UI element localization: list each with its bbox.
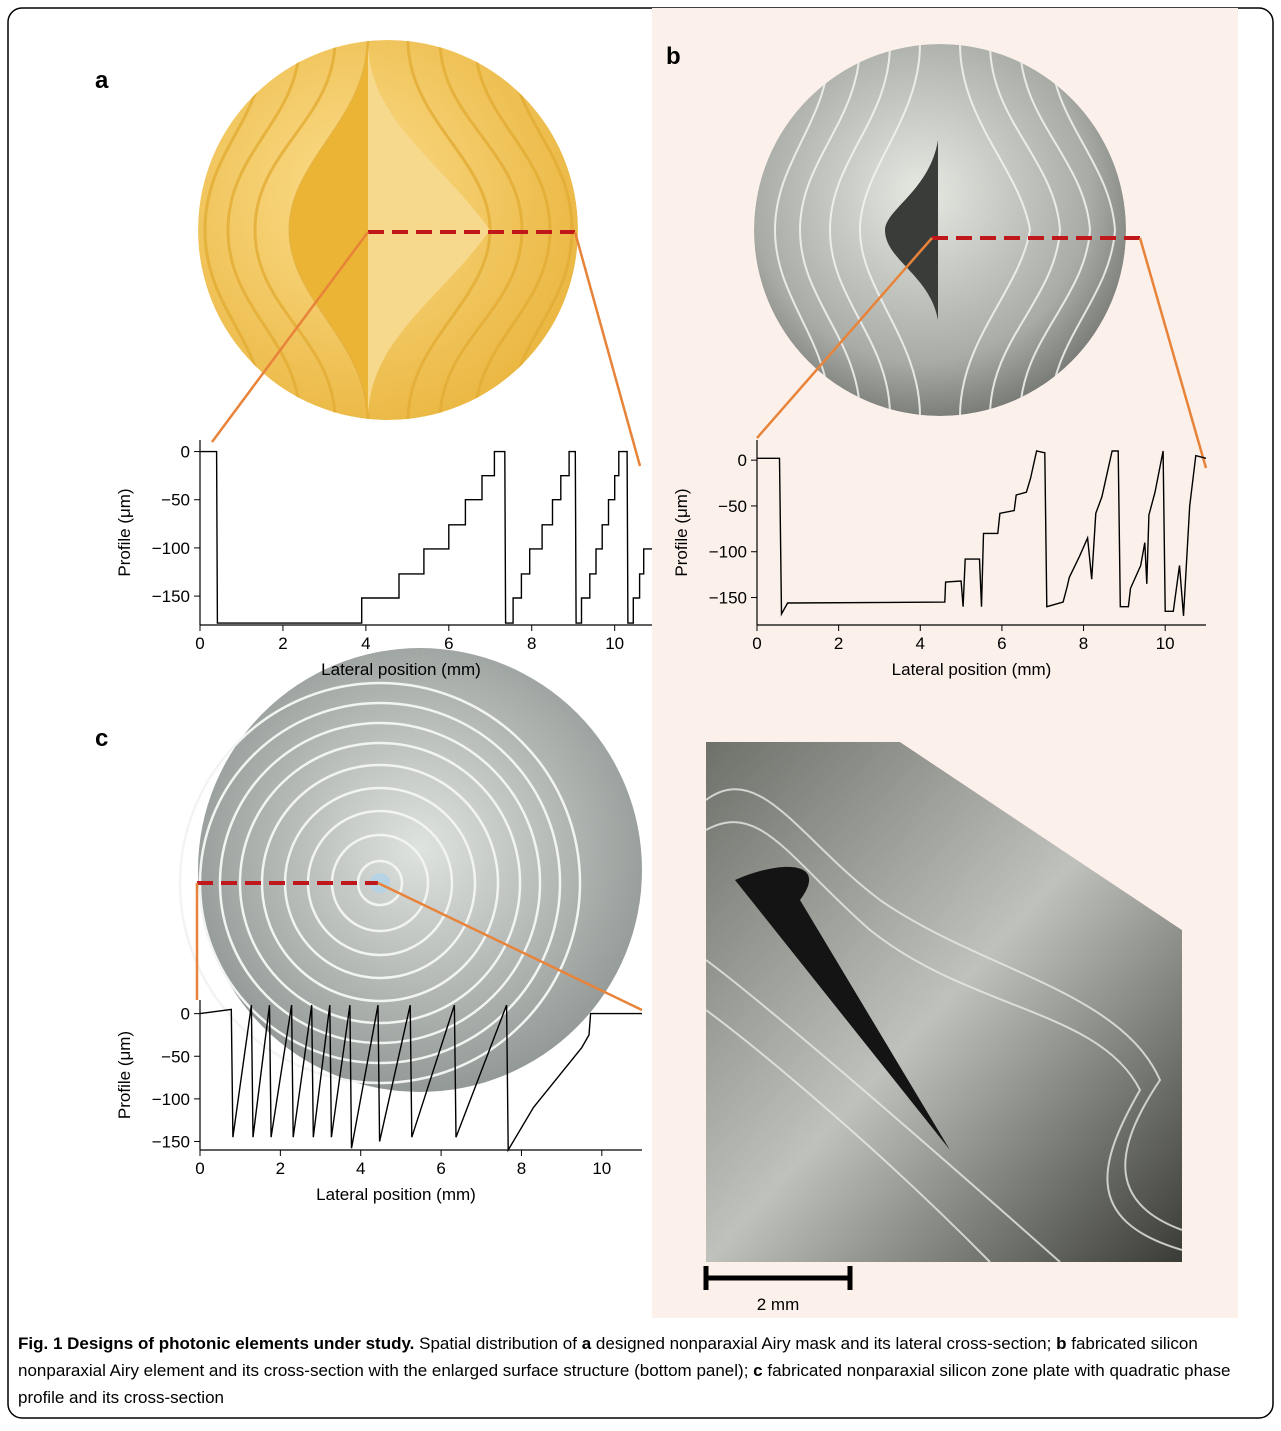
x-tick-label: 2 bbox=[834, 634, 843, 653]
x-axis-label: Lateral position (mm) bbox=[316, 1185, 476, 1204]
panel-label: a bbox=[95, 67, 109, 94]
x-tick-label: 2 bbox=[278, 634, 287, 653]
panel-label: b bbox=[666, 43, 681, 70]
x-tick-label: 6 bbox=[997, 634, 1006, 653]
x-tick-label: 8 bbox=[1079, 634, 1088, 653]
caption-letter: c bbox=[753, 1361, 762, 1380]
y-axis-label: Profile (μm) bbox=[115, 1031, 134, 1119]
y-tick-label: 0 bbox=[181, 1005, 190, 1024]
x-tick-label: 4 bbox=[356, 1159, 365, 1178]
y-axis-label: Profile (μm) bbox=[672, 488, 691, 576]
x-tick-label: 10 bbox=[1156, 634, 1175, 653]
figure-graphics: a b c 2 mm 0 2 4 6 8 10 0 −50 −100 −150 Lateral po… bbox=[0, 0, 1281, 1426]
y-tick-label: −150 bbox=[152, 1132, 190, 1151]
x-tick-label: 10 bbox=[605, 634, 624, 653]
y-tick-label: 0 bbox=[181, 443, 190, 462]
caption-text: designed nonparaxial Airy mask and its l… bbox=[596, 1334, 1051, 1353]
y-tick-label: −100 bbox=[152, 539, 190, 558]
y-tick-label: −100 bbox=[709, 543, 747, 562]
y-tick-label: −100 bbox=[152, 1090, 190, 1109]
airy-element-photo bbox=[754, 44, 1126, 416]
caption-letter: b bbox=[1056, 1334, 1066, 1353]
x-tick-label: 10 bbox=[592, 1159, 611, 1178]
x-tick-label: 0 bbox=[752, 634, 761, 653]
x-tick-label: 4 bbox=[361, 634, 370, 653]
y-axis-label: Profile (μm) bbox=[115, 488, 134, 576]
y-tick-label: −50 bbox=[161, 491, 190, 510]
y-tick-label: 0 bbox=[738, 451, 747, 470]
x-tick-label: 2 bbox=[276, 1159, 285, 1178]
x-tick-label: 4 bbox=[916, 634, 925, 653]
panel-label: c bbox=[95, 725, 108, 752]
x-tick-label: 8 bbox=[517, 1159, 526, 1178]
x-tick-label: 6 bbox=[436, 1159, 445, 1178]
x-tick-label: 0 bbox=[195, 1159, 204, 1178]
x-tick-label: 0 bbox=[195, 634, 204, 653]
enlarged-surface-photo bbox=[706, 742, 1182, 1262]
x-axis-label: Lateral position (mm) bbox=[892, 660, 1052, 679]
caption-text: Spatial distribution of bbox=[419, 1334, 577, 1353]
y-tick-label: −50 bbox=[718, 497, 747, 516]
figure: a b c 2 mm 0 2 4 6 8 10 0 −50 −100 −150 Lateral po… bbox=[0, 0, 1281, 1426]
scale-bar-label: 2 mm bbox=[757, 1295, 800, 1314]
x-tick-label: 6 bbox=[444, 634, 453, 653]
caption: Fig. 1 Designs of photonic elements unde… bbox=[18, 1330, 1263, 1411]
x-axis-label: Lateral position (mm) bbox=[321, 660, 481, 679]
y-tick-label: −150 bbox=[152, 587, 190, 606]
profile-line bbox=[200, 452, 652, 623]
caption-letter: a bbox=[582, 1334, 591, 1353]
y-tick-label: −50 bbox=[161, 1047, 190, 1066]
caption-title: Fig. 1 Designs of photonic elements unde… bbox=[18, 1334, 414, 1353]
y-tick-label: −150 bbox=[709, 589, 747, 608]
x-tick-label: 8 bbox=[527, 634, 536, 653]
